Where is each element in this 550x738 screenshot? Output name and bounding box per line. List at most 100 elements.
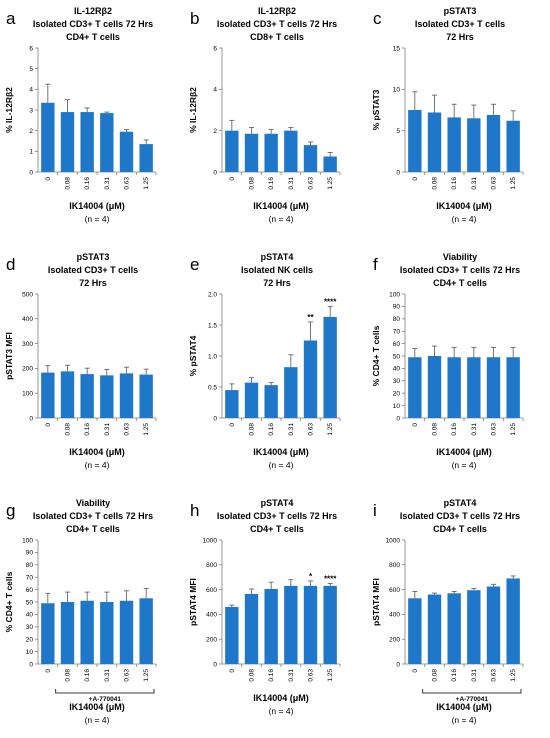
x-tick-label: 0.16 [451,669,458,682]
x-tick-label: 0.16 [451,177,458,190]
y-tick-label: 400 [22,316,33,323]
y-tick-label: 70 [26,575,34,582]
x-tick-label: 0.31 [471,177,478,190]
panel-letter: a [6,9,16,28]
y-tick-label: 6 [213,45,217,52]
y-tick-label: 15 [393,45,401,52]
x-tick-label: 0.16 [268,423,275,436]
bar-1.25 [139,374,153,418]
y-tick-label: 100 [389,291,400,298]
x-tick-label: 0.16 [84,177,91,190]
x-tick-label: 0.08 [249,177,256,190]
x-tick-label: 0.63 [308,423,315,436]
y-tick-label: 4 [29,87,33,94]
y-axis-label: pSTAT4 MFI [188,578,198,626]
panel-a: a IL-12Rβ2 Isolated CD3+ T cells 72 Hrs CD4… [4,6,157,224]
bar-0.31 [100,375,114,418]
y-tick-label: 0 [396,661,400,668]
panel-letter: b [190,9,199,28]
x-axis-label: IK14004 (μM) [69,201,125,211]
y-tick-label: 0 [29,169,33,176]
significance-marker: **** [324,297,337,306]
x-tick-label: 1.25 [327,177,334,190]
title-line-3: CD4+ T cells [66,32,120,42]
y-tick-label: 600 [389,587,400,594]
y-tick-label: 90 [26,550,34,557]
x-tick-label: 0.63 [308,669,315,682]
panel-letter: i [373,501,377,520]
x-tick-label: 1.25 [510,423,517,436]
bar-0.31 [100,113,114,172]
bar-0.31 [100,602,114,664]
bar-0 [408,598,422,664]
y-tick-label: 0 [396,169,400,176]
sample-size-label: (n = 4) [85,460,110,470]
panel-letter: f [373,255,378,274]
y-tick-label: 800 [389,562,400,569]
y-tick-label: 0 [213,415,217,422]
x-tick-label: 0.31 [104,177,111,190]
bar-0.63 [119,373,134,418]
title-line-3: CD4+ T cells [433,524,487,534]
x-tick-label: 0 [45,177,52,181]
sample-size-label: (n = 4) [452,460,477,470]
bar-0.31 [467,590,481,664]
title-line-1: pSTAT3 [444,6,477,16]
bar-0.08 [60,112,75,172]
bar-0 [41,102,55,172]
bar-0.16 [80,112,94,172]
y-tick-label: 1 [29,149,33,156]
bar-0.16 [264,133,278,172]
y-tick-label: 80 [26,562,34,569]
treatment-bracket [422,689,522,694]
y-tick-label: 2 [29,128,33,135]
bar-0.16 [80,374,94,418]
bar-0.16 [80,600,94,664]
x-tick-label: 0.08 [432,177,439,190]
y-tick-label: 20 [393,391,401,398]
title-line-1: IL-12Rβ2 [258,6,296,16]
x-axis-label: IK14004 (μM) [436,201,492,211]
x-axis-label: IK14004 (μM) [69,702,125,712]
x-tick-label: 0 [45,423,52,427]
bar-1.25 [139,144,153,172]
significance-marker: **** [324,574,337,583]
bar-0.08 [60,371,75,418]
sample-size-label: (n = 4) [269,214,294,224]
x-tick-label: 0 [45,669,52,673]
y-tick-label: 200 [22,366,33,373]
y-tick-label: 3 [29,107,33,114]
y-tick-label: 50 [393,353,401,360]
x-tick-label: 0.31 [471,423,478,436]
bar-1.25 [323,585,337,664]
bar-0 [225,606,239,664]
x-axis-label: IK14004 (μM) [436,447,492,457]
sample-size-label: (n = 4) [269,460,294,470]
bar-0.63 [119,131,134,172]
title-line-1: Viability [76,498,110,508]
x-tick-label: 1.25 [143,669,150,682]
bar-0.63 [486,114,501,172]
bar-0.63 [303,585,318,664]
panel-g: g Viability Isolated CD3+ T cells 72 Hrs CD… [4,498,157,725]
sample-size-label: (n = 4) [452,214,477,224]
bar-0.08 [427,112,442,172]
title-line-3: CD4+ T cells [66,524,120,534]
x-tick-label: 0.63 [124,669,131,682]
title-line-1: pSTAT4 [261,252,294,262]
bar-0.31 [467,118,481,172]
y-tick-label: 0 [29,661,33,668]
x-tick-label: 0 [412,669,419,673]
y-tick-label: 10 [26,649,34,656]
x-tick-label: 0.31 [288,423,295,436]
y-tick-label: 2 [213,128,217,135]
bar-0.08 [244,133,259,172]
x-axis-label: IK14004 (μM) [253,447,309,457]
title-line-3: 72 Hrs [446,32,474,42]
treatment-bracket [55,689,155,694]
bar-0.16 [264,385,278,418]
y-axis-label: % IL-12Rβ2 [4,87,14,133]
title-line-2: Isolated CD3+ T cells 72 Hrs [400,511,520,521]
title-line-3: CD4+ T cells [433,278,487,288]
y-tick-label: 70 [393,329,401,336]
